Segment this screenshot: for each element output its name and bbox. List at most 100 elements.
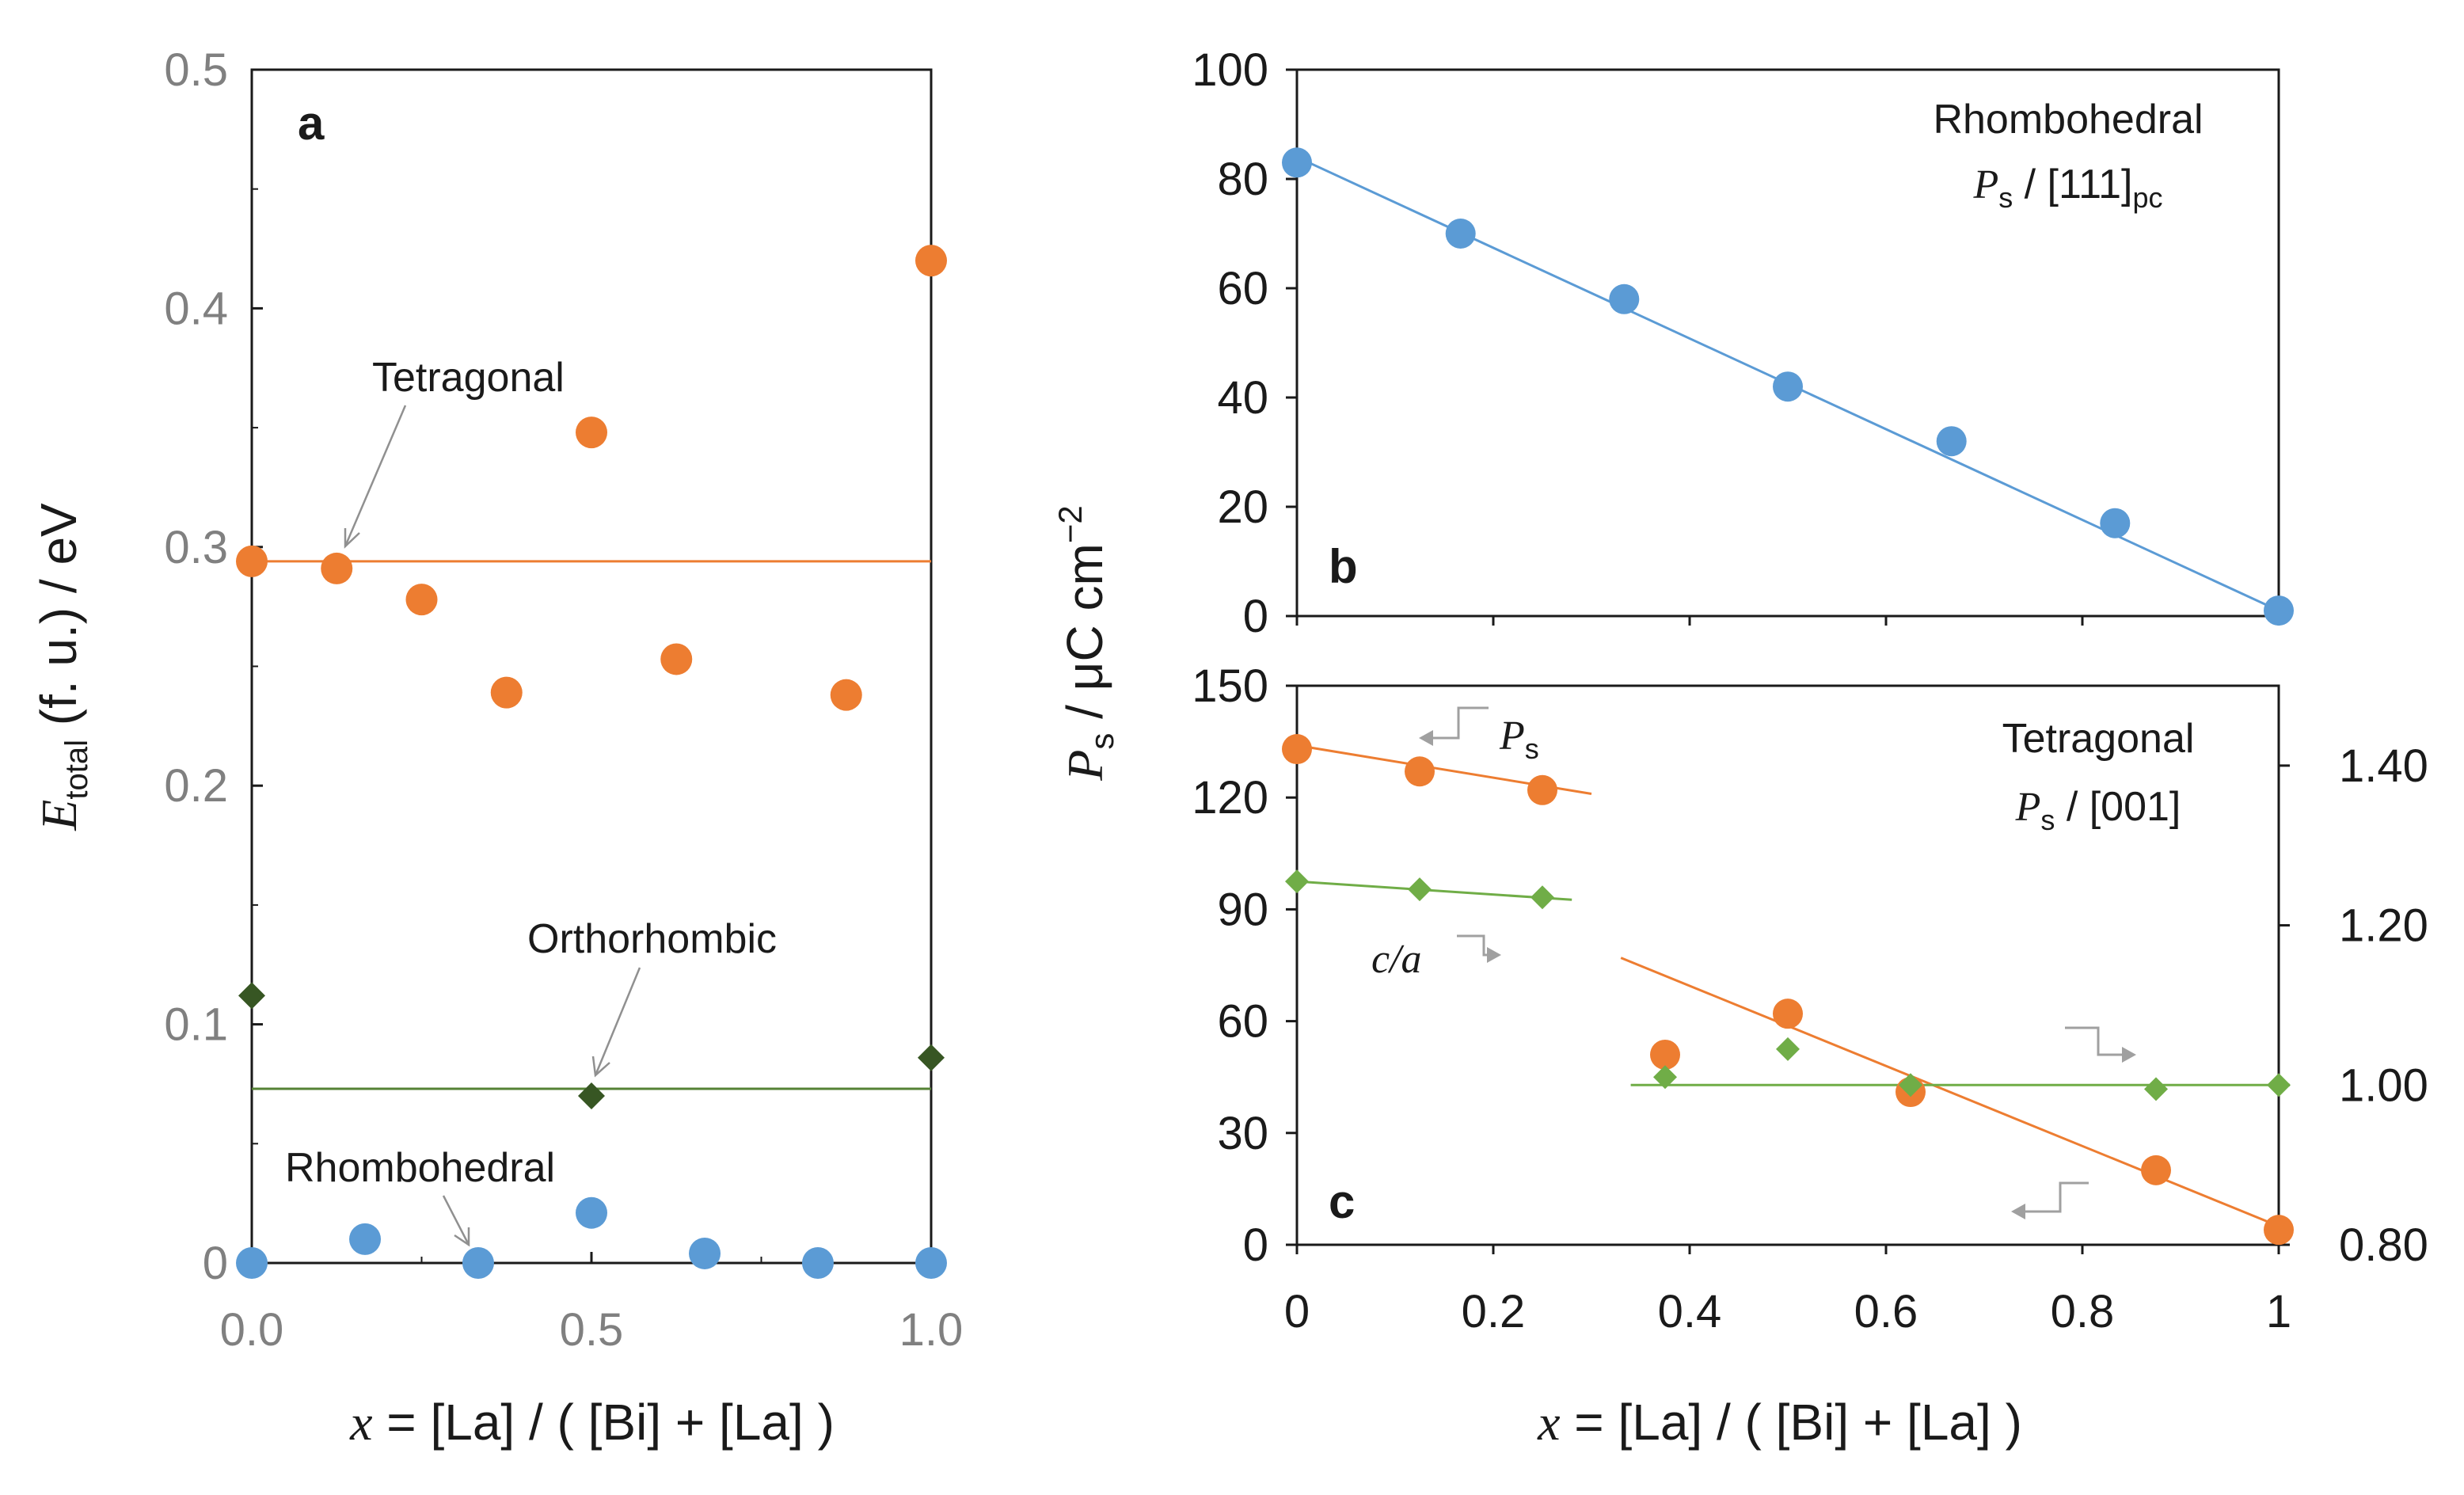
point-tetragonal	[321, 552, 353, 584]
bent-arrow-icon	[1457, 934, 1501, 963]
point-ca	[1285, 869, 1309, 894]
panel-a-reference-lines	[252, 560, 931, 1090]
panel-c-xlabel: x = [La] / ( [Bi] + [La] )	[1537, 1394, 2022, 1451]
x-tick-label: 0.4	[1658, 1286, 1722, 1337]
point-rhombohedral	[689, 1237, 721, 1269]
point-ps	[2264, 1215, 2294, 1246]
point-ca	[1408, 877, 1432, 902]
point-ps-rhombohedral	[1282, 147, 1312, 178]
annotation-arrow-orthorhombic	[594, 967, 641, 1076]
point-tetragonal	[576, 417, 607, 449]
point-ps	[1650, 1039, 1680, 1070]
fit-line-ps	[1620, 957, 2280, 1227]
bent-arrow-icon	[2065, 1026, 2136, 1063]
bent-arrow-icon	[1419, 706, 1489, 746]
x-tick-label: 0.8	[2051, 1286, 2115, 1337]
x-tick-label: 1	[2266, 1286, 2291, 1337]
annotation-ps: Ps	[1499, 713, 1539, 765]
point-ps-rhombohedral	[1445, 219, 1476, 249]
y-tick-label: 0	[203, 1238, 228, 1289]
point-rhombohedral	[462, 1247, 494, 1279]
point-ca	[1653, 1065, 1677, 1090]
point-tetragonal	[405, 584, 438, 616]
point-ca	[1776, 1037, 1800, 1061]
panel-c-points	[1282, 734, 2294, 1246]
point-tetragonal	[660, 643, 693, 675]
x-tick-label: 0	[1284, 1286, 1310, 1337]
y-tick-label: 150	[1192, 660, 1268, 712]
panel-a-ylabel: Etotal (f. u.) / eV	[30, 503, 94, 831]
panel-b-points	[1282, 147, 2294, 626]
fit-line-ca	[1296, 880, 1572, 901]
panel-c-frame	[1295, 684, 2280, 1246]
y-tick-label: 0.2	[164, 760, 228, 812]
annotation-tetragonal: Tetragonal	[372, 355, 565, 401]
point-ps-rhombohedral	[1773, 371, 1803, 402]
point-ps	[1282, 734, 1312, 765]
point-tetragonal	[830, 679, 862, 711]
panel-c-title-line2: Ps / [001]	[2015, 784, 2181, 836]
point-rhombohedral	[801, 1247, 834, 1279]
panel-a-axes: 0 0.1 0.2 0.3 0.4 0.5 0.0 0.5 1.0	[164, 44, 963, 1356]
ps-ylabel: Ps / μC cm−2	[1051, 505, 1120, 782]
point-orthorhombic	[918, 1044, 945, 1071]
arrowhead-icon	[454, 1227, 470, 1247]
panel-c-label: c	[1329, 1175, 1355, 1228]
y-tick-label: 0	[1243, 1219, 1268, 1271]
panel-b-frame	[1295, 68, 2280, 618]
point-rhombohedral	[349, 1223, 382, 1255]
annotation-arrow-tetragonal	[344, 405, 407, 547]
x-tick-label: 0.6	[1854, 1286, 1918, 1337]
panel-b-axes: 0 20 40 60 80 100	[1192, 44, 2280, 642]
panel-a-xlabel: x = [La] / ( [Bi] + [La] )	[349, 1394, 835, 1451]
point-ps-rhombohedral	[1609, 283, 1640, 314]
x-tick-label: 1.0	[899, 1304, 964, 1356]
point-tetragonal	[236, 545, 268, 577]
point-rhombohedral	[236, 1247, 268, 1279]
panel-a: 0 0.1 0.2 0.3 0.4 0.5 0.0 0.5 1.0 Tetragonal Ort…	[30, 44, 963, 1451]
arrowhead-icon	[591, 1056, 610, 1078]
y-tick-label: 60	[1217, 263, 1268, 314]
y-tick-label: 90	[1217, 884, 1268, 935]
x-tick-label: 0.2	[1462, 1286, 1526, 1337]
annotation-arrow-rhombohedral	[442, 1195, 470, 1246]
point-orthorhombic	[238, 982, 265, 1010]
y-tick-label: 30	[1217, 1108, 1268, 1159]
point-ps	[1527, 774, 1557, 805]
point-ps-rhombohedral	[2100, 508, 2131, 538]
point-ps-rhombohedral	[1936, 426, 1967, 457]
point-rhombohedral	[576, 1196, 607, 1229]
y-tick-label: 0.5	[164, 44, 228, 96]
point-ca	[2144, 1077, 2168, 1101]
panel-b: 0 20 40 60 80 100 Rhombohedral Ps / [111]pc b	[1192, 44, 2294, 642]
y-tick-label: 80	[1217, 154, 1268, 205]
panel-b-title-line1: Rhombohedral	[1933, 97, 2203, 143]
y2-tick-label: 0.80	[2339, 1219, 2428, 1271]
bent-arrow-icon	[2011, 1181, 2089, 1219]
y-tick-label: 0.3	[164, 522, 228, 573]
y-tick-label: 120	[1192, 772, 1268, 824]
point-tetragonal	[490, 676, 523, 709]
y2-tick-label: 1.00	[2339, 1059, 2428, 1111]
annotation-orthorhombic: Orthorhombic	[527, 916, 777, 962]
panel-c-fit-lines	[1296, 744, 2280, 1227]
point-ca	[2267, 1073, 2291, 1097]
point-ps	[1405, 756, 1435, 787]
point-orthorhombic	[578, 1082, 605, 1110]
annotation-ca: c/a	[1371, 937, 1422, 982]
point-ps	[2141, 1155, 2171, 1185]
panel-c-title-line1: Tetragonal	[2002, 716, 2195, 762]
arrowhead-icon	[344, 528, 360, 549]
y-tick-label: 0.4	[164, 283, 228, 334]
annotation-rhombohedral: Rhombohedral	[285, 1145, 555, 1191]
point-rhombohedral	[915, 1247, 947, 1279]
panel-b-title-line2: Ps / [111]pc	[1972, 162, 2162, 214]
x-tick-label: 0.0	[220, 1304, 284, 1356]
panel-a-label: a	[298, 97, 325, 150]
point-ps-rhombohedral	[2264, 595, 2294, 626]
y-tick-label: 0	[1243, 591, 1268, 642]
x-tick-label: 0.5	[560, 1304, 624, 1356]
y2-tick-label: 1.40	[2339, 740, 2428, 792]
